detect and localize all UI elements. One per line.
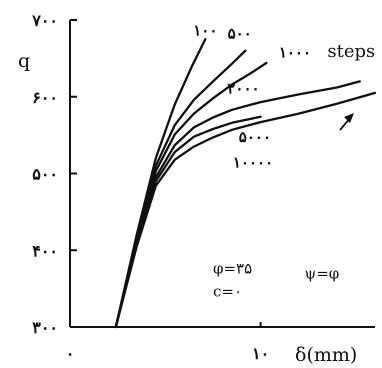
series-label: ۵۰۰۰ [239,128,271,146]
arrow-head [344,113,354,123]
annotation: c=۰ [213,282,242,300]
y-tick-label: ۵۰۰ [32,165,58,184]
x-tick-label: ۰ [66,344,75,363]
y-ticks: ۳۰۰ ۴۰۰ ۵۰۰ ۶۰۰ ۷۰۰ [31,11,77,337]
series-label: ۱۰۰۰ [279,44,311,62]
annotation: ψ=φ [304,265,339,283]
x-axis-label: δ(mm) [295,344,357,366]
y-tick-label: ۷۰۰ [31,11,58,30]
annotation: steps [327,41,375,62]
y-tick-label: ۶۰۰ [32,88,58,107]
series-line [114,91,377,329]
series-line [114,38,207,329]
y-tick-label: ۳۰۰ [32,318,58,337]
curve-labels: ۱۰۰ ۵۰۰ ۱۰۰۰ ۲۰۰۰ ۵۰۰۰ ۱۰۰۰۰ [193,21,311,171]
annotation: φ=۳۵ [213,259,252,277]
y-tick-label: ۴۰۰ [32,241,58,260]
series-label: ۱۰۰ [193,21,217,39]
x-tick-label: ۱۰ [252,344,269,363]
y-axis-label: q [18,50,30,72]
x-ticks: ۰ ۱۰ [66,322,269,363]
annotations: steps φ=۳۵ c=۰ ψ=φ [213,41,375,300]
series-lines [114,38,377,329]
series-label: ۲۰۰۰ [227,80,259,98]
series-label: ۵۰۰ [228,24,252,42]
series-label: ۱۰۰۰۰ [233,153,273,171]
